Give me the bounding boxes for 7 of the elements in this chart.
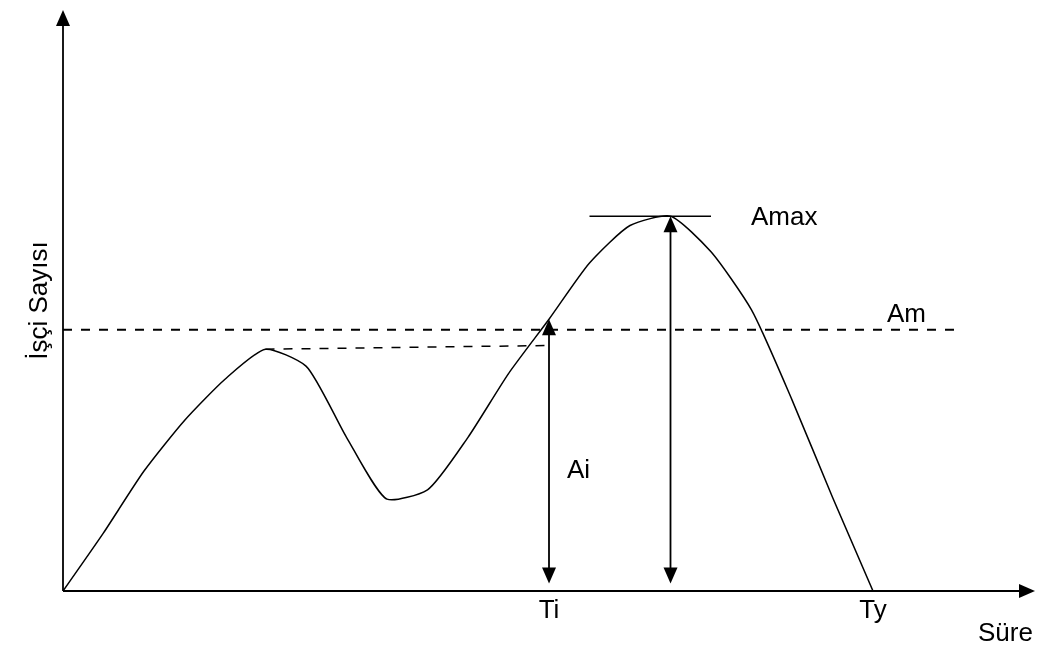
x-axis-title: Süre [978,617,1033,647]
annotation: Ai [567,454,591,484]
x-tick-label: Ti [538,594,560,624]
y-axis-title: İşçi Sayısı [23,241,54,360]
x-tick-label: Ty [859,594,887,624]
annotation: Amax [751,201,818,231]
ref-line-label: Am [887,298,926,328]
